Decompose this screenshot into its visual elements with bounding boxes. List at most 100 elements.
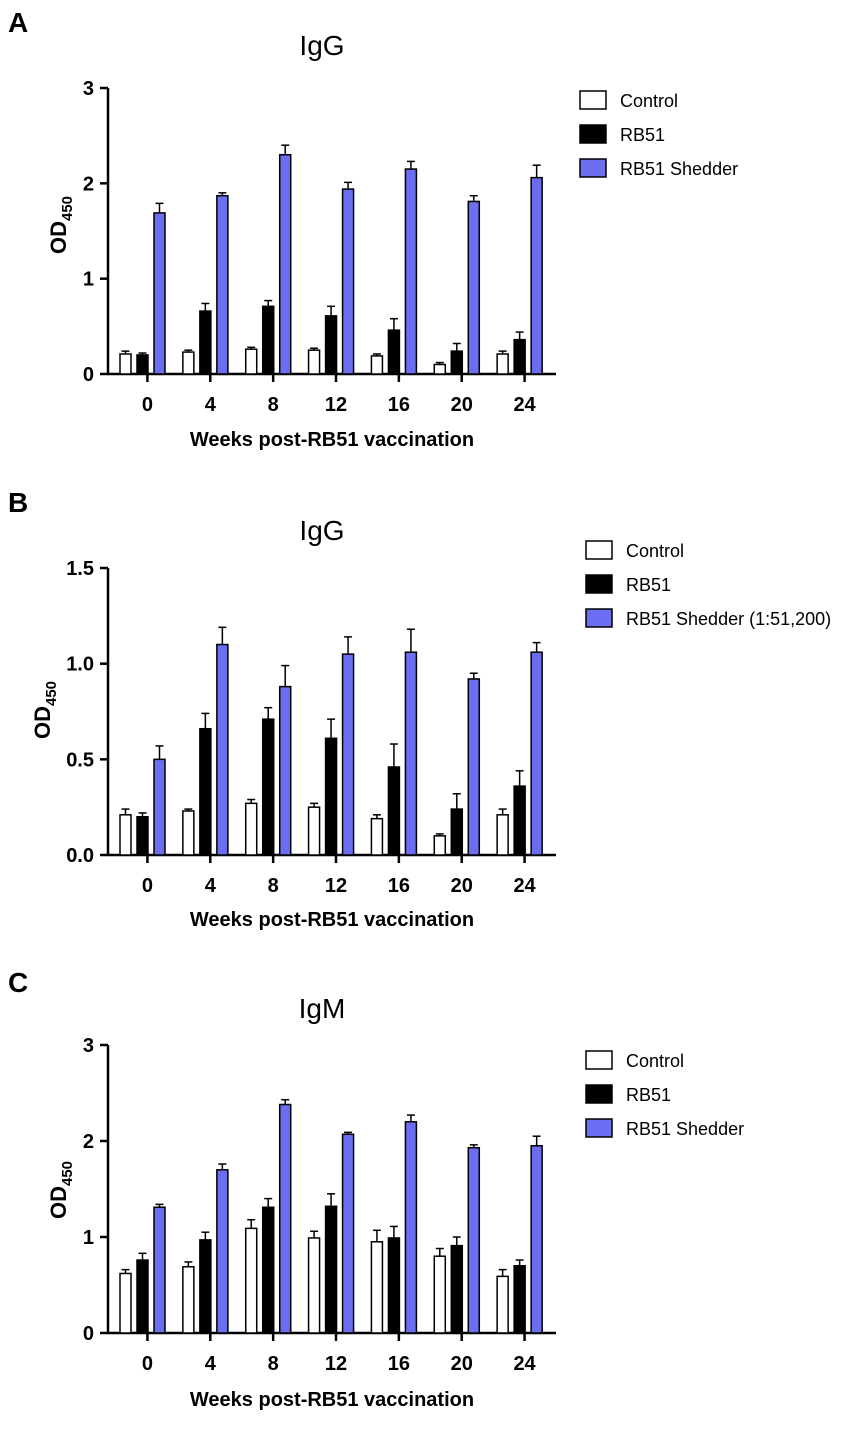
y-tick-label: 0 — [83, 1323, 94, 1345]
y-tick-label: 2 — [83, 173, 94, 195]
y-tick-label: 1.0 — [66, 654, 94, 676]
chart-panel-b: B IgG 0.0 0.5 1.0 1.5 0 4 8 12 16 20 24 OD450 Week… — [0, 480, 850, 950]
bar-shedder — [404, 1121, 418, 1334]
bar-rb51 — [199, 310, 212, 375]
x-tick-label: 8 — [268, 875, 279, 897]
x-tick-label: 16 — [388, 875, 410, 897]
y-axis-label: OD450 — [46, 1161, 76, 1219]
legend-swatch-rb51 — [585, 574, 613, 594]
bar-rb51 — [136, 1259, 149, 1334]
bar-control — [244, 1227, 258, 1334]
bar-rb51 — [324, 315, 338, 375]
y-tick-label: 0.5 — [66, 749, 94, 771]
x-tick-label: 0 — [142, 875, 153, 897]
bar-shedder — [341, 653, 355, 856]
legend-label: RB51 — [626, 1085, 671, 1105]
chart-title: IgG — [299, 30, 344, 61]
bar-control — [244, 802, 258, 856]
legend-swatch-control — [579, 90, 607, 110]
panel-letter: A — [8, 7, 28, 38]
y-tick-label: 3 — [83, 1035, 94, 1057]
x-tick-label: 12 — [325, 875, 347, 897]
y-tick-label: 2 — [83, 1131, 94, 1153]
bar-shedder — [530, 651, 543, 856]
bar-shedder — [341, 1133, 355, 1334]
x-axis-label: Weeks post-RB51 vaccination — [190, 1389, 474, 1411]
bar-shedder — [404, 168, 418, 375]
legend-swatch-shedder — [585, 1118, 613, 1138]
bar-rb51 — [261, 1206, 275, 1334]
x-tick-label: 24 — [513, 394, 536, 416]
y-axis-label-main: OD — [46, 1186, 71, 1219]
y-tick-label: 0 — [83, 364, 94, 386]
bar-shedder — [404, 651, 418, 856]
bar-shedder — [153, 1206, 166, 1334]
y-axis-label-main: OD — [30, 706, 55, 739]
legend-swatch-rb51 — [579, 124, 607, 144]
bar-rb51 — [136, 354, 149, 375]
legend-swatch-control — [585, 540, 613, 560]
bar-control — [496, 353, 509, 375]
bar-rb51 — [136, 815, 149, 856]
bar-shedder — [153, 212, 166, 375]
legend: Control RB51 RB51 Shedder (1:51,200) — [585, 540, 831, 629]
plot-area: 0.0 0.5 1.0 1.5 0 4 8 12 16 20 24 — [66, 558, 556, 897]
bar-shedder — [530, 176, 543, 375]
bar-control — [307, 1237, 321, 1334]
bar-rb51 — [261, 305, 275, 375]
bar-rb51 — [450, 350, 464, 375]
panel-letter: B — [8, 487, 28, 518]
bar-shedder — [278, 153, 292, 375]
x-tick-label: 0 — [142, 1353, 153, 1375]
x-tick-label: 24 — [513, 875, 536, 897]
bar-rb51 — [324, 737, 338, 856]
bar-rb51 — [199, 727, 212, 856]
chart-panel-c: C IgM 0 1 2 3 0 4 8 12 16 20 24 OD450 Weeks post-R… — [0, 960, 850, 1430]
legend-label: RB51 — [620, 125, 665, 145]
x-tick-label: 0 — [142, 394, 153, 416]
chart-svg: B IgG 0.0 0.5 1.0 1.5 0 4 8 12 16 20 24 OD450 Week… — [8, 487, 831, 931]
bar-rb51 — [387, 1237, 401, 1334]
bar-shedder — [216, 194, 229, 375]
bar-rb51 — [450, 808, 464, 856]
bar-rb51 — [513, 785, 526, 856]
bar-control — [433, 835, 447, 856]
y-axis-label: OD450 — [46, 196, 76, 254]
bar-shedder — [278, 1103, 292, 1334]
legend-label: RB51 — [626, 575, 671, 595]
legend-label: RB51 Shedder (1:51,200) — [626, 609, 831, 629]
bar-rb51 — [199, 1239, 212, 1334]
bar-control — [433, 363, 447, 375]
bar-rb51 — [387, 329, 401, 375]
legend-label: RB51 Shedder — [620, 159, 738, 179]
x-axis-label: Weeks post-RB51 vaccination — [190, 909, 474, 931]
bar-shedder — [216, 1169, 229, 1334]
bar-shedder — [530, 1145, 543, 1334]
legend-label: RB51 Shedder — [626, 1119, 744, 1139]
x-axis-label: Weeks post-RB51 vaccination — [190, 429, 474, 451]
x-tick-label: 20 — [451, 1353, 473, 1375]
bar-control — [307, 806, 321, 856]
bar-control — [370, 1241, 384, 1334]
bar-rb51 — [450, 1244, 464, 1334]
bar-control — [119, 814, 132, 856]
bar-shedder — [467, 200, 481, 375]
bar-shedder — [467, 678, 481, 856]
bar-control — [182, 1266, 195, 1334]
bar-control — [182, 810, 195, 856]
x-tick-label: 8 — [268, 394, 279, 416]
x-tick-label: 16 — [388, 1353, 410, 1375]
bar-shedder — [153, 758, 166, 856]
bar-shedder — [467, 1146, 481, 1334]
x-tick-label: 20 — [451, 394, 473, 416]
chart-title: IgM — [299, 993, 346, 1024]
bar-shedder — [216, 643, 229, 856]
y-axis-label-subscript: 450 — [43, 681, 60, 706]
bar-rb51 — [513, 1265, 526, 1334]
y-tick-label: 1 — [83, 1227, 94, 1249]
bar-control — [433, 1255, 447, 1334]
y-axis-label-subscript: 450 — [59, 1161, 76, 1186]
